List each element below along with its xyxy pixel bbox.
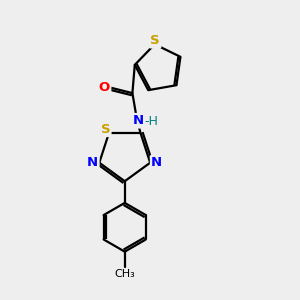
Text: N: N (151, 156, 162, 169)
Text: -H: -H (144, 115, 158, 128)
Text: N: N (87, 156, 98, 169)
Text: CH₃: CH₃ (114, 268, 135, 279)
Text: O: O (99, 81, 110, 94)
Text: S: S (100, 123, 110, 136)
Text: N: N (133, 114, 144, 127)
Text: S: S (151, 34, 160, 47)
